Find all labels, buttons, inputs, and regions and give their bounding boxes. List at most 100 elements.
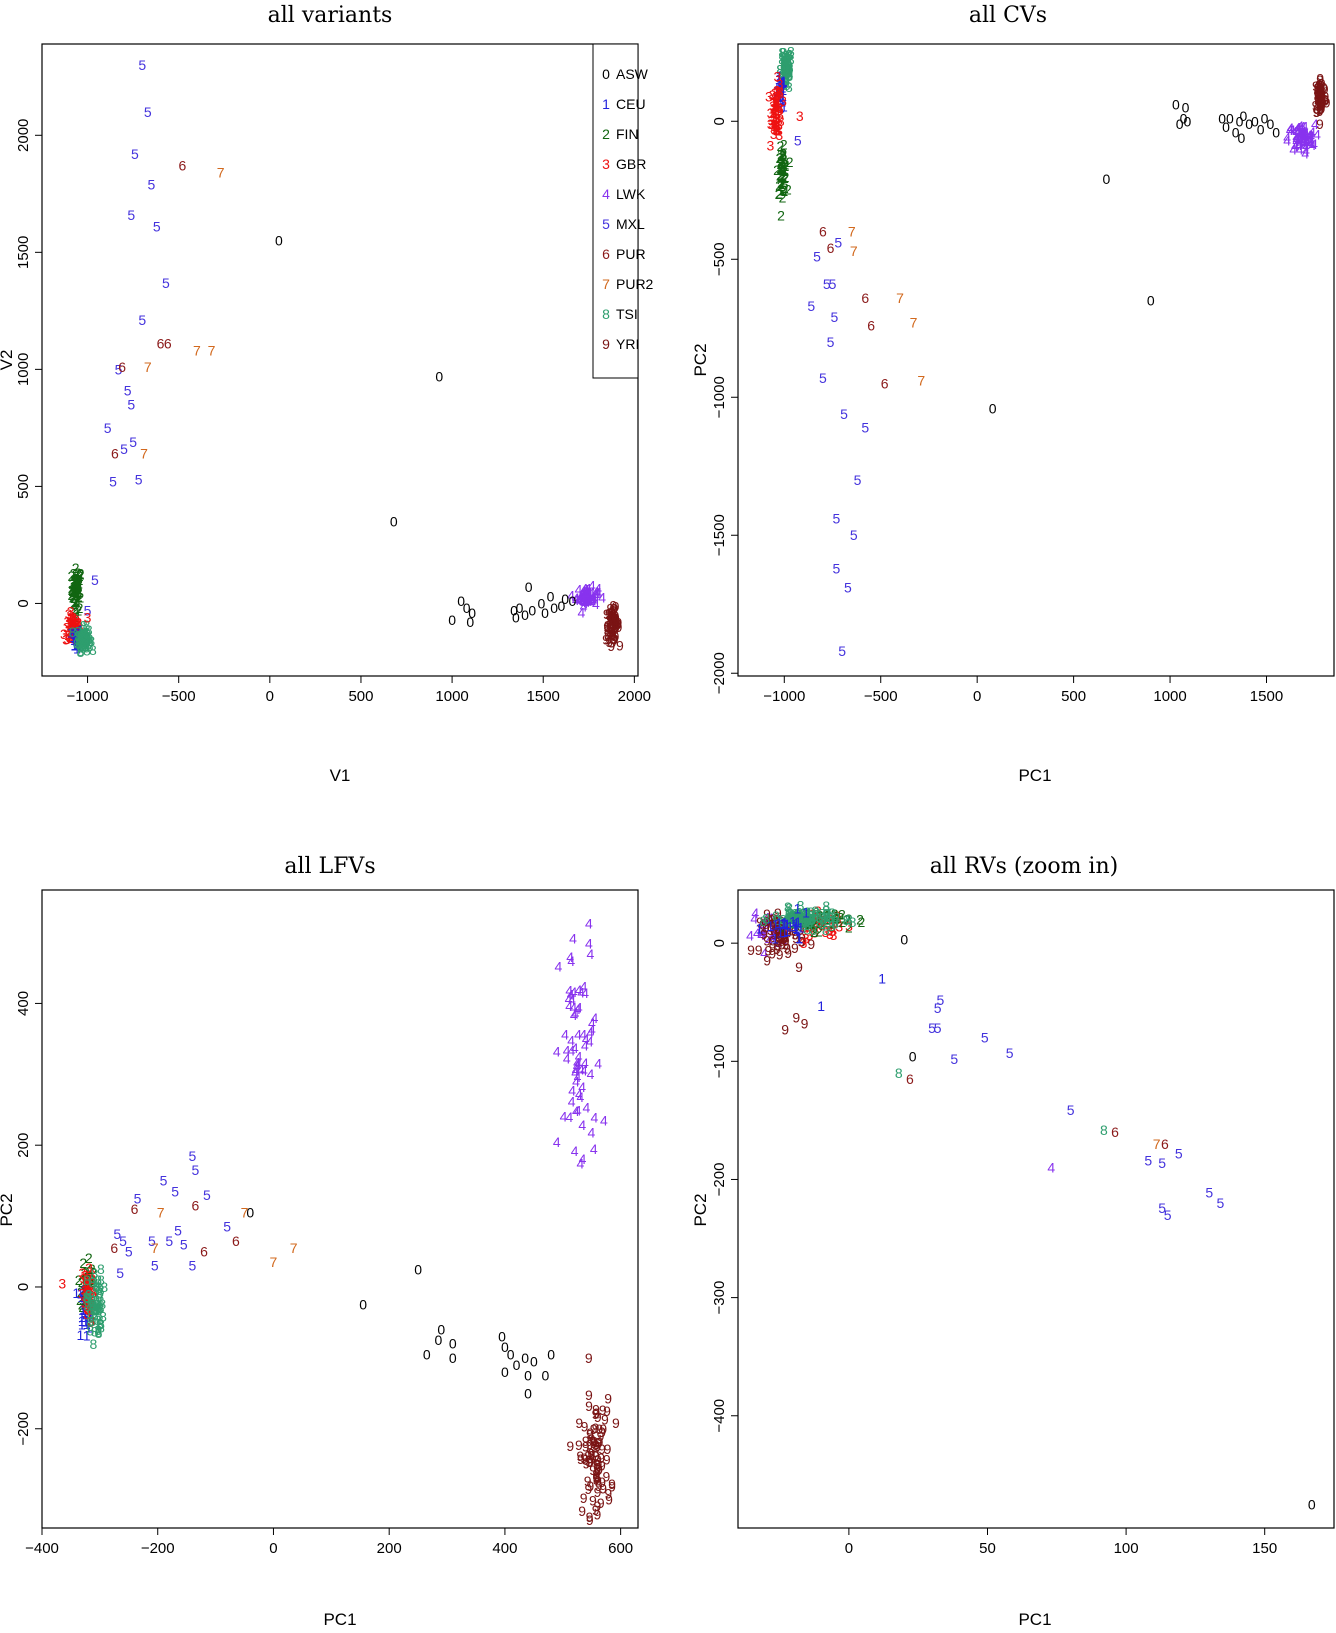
data-point: 9 — [1317, 96, 1325, 112]
data-point: 4 — [575, 999, 583, 1015]
data-point: 9 — [787, 918, 795, 934]
data-point: 8 — [80, 638, 88, 654]
x-tick-label: 1500 — [1250, 688, 1283, 705]
data-point: 9 — [763, 933, 771, 949]
data-point: 9 — [1316, 91, 1324, 107]
data-point: 3 — [767, 137, 775, 153]
data-point: 4 — [757, 927, 765, 943]
data-point: 2 — [778, 169, 786, 185]
data-point: 8 — [83, 1272, 91, 1288]
data-point: 5 — [223, 1219, 231, 1235]
data-point: 8 — [80, 628, 88, 644]
data-point: 1 — [87, 1305, 95, 1321]
legend-box — [592, 43, 639, 379]
data-point: 2 — [72, 571, 80, 587]
data-point: 3 — [803, 912, 811, 928]
data-point: 2 — [804, 910, 812, 926]
data-point: 1 — [779, 82, 787, 98]
data-point: 2 — [812, 920, 820, 936]
data-point: 9 — [613, 616, 621, 632]
data-point: 4 — [760, 945, 768, 961]
data-point: 4 — [578, 593, 586, 609]
data-point: 9 — [577, 1451, 585, 1467]
data-point: 9 — [801, 1016, 809, 1032]
data-point: 4 — [590, 590, 598, 606]
data-point: 2 — [73, 593, 81, 609]
data-point: 1 — [76, 627, 84, 643]
data-point: 3 — [773, 121, 781, 137]
data-point: 1 — [75, 625, 83, 641]
data-point: 4 — [1296, 135, 1304, 151]
data-point: 2 — [777, 167, 785, 183]
data-point: 3 — [83, 1289, 91, 1305]
data-point: 8 — [78, 629, 86, 645]
data-point: 4 — [1302, 127, 1310, 143]
data-point: 5 — [127, 396, 135, 412]
data-point: 3 — [74, 615, 82, 631]
data-point: 9 — [776, 946, 784, 962]
data-point: 8 — [782, 913, 790, 929]
data-point: 9 — [1318, 101, 1326, 117]
data-point: 3 — [776, 106, 784, 122]
data-point: 9 — [594, 1507, 602, 1523]
data-point: 0 — [1182, 99, 1190, 115]
data-point: 2 — [778, 175, 786, 191]
data-point: 4 — [583, 594, 591, 610]
data-point: 8 — [794, 914, 802, 930]
data-point: 1 — [85, 1319, 93, 1335]
data-point: 9 — [603, 621, 611, 637]
data-point: 3 — [804, 918, 812, 934]
data-point: 9 — [582, 1433, 590, 1449]
data-point: 3 — [768, 116, 776, 132]
data-point: 9 — [589, 1462, 597, 1478]
data-point: 3 — [86, 1283, 94, 1299]
data-point: 8 — [805, 909, 813, 925]
data-point: 2 — [73, 571, 81, 587]
data-point: 9 — [607, 608, 615, 624]
data-point: 8 — [804, 912, 812, 928]
data-point: 8 — [86, 638, 94, 654]
data-point: 8 — [807, 907, 815, 923]
data-point: 0 — [1308, 1496, 1316, 1512]
data-point: 2 — [775, 150, 783, 166]
data-point: 2 — [779, 168, 787, 184]
data-point: 9 — [608, 605, 616, 621]
data-point: 9 — [1314, 79, 1322, 95]
data-point: 9 — [598, 1458, 606, 1474]
data-point: 3 — [816, 915, 824, 931]
data-point: 4 — [767, 910, 775, 926]
data-point: 3 — [73, 620, 81, 636]
data-point: 4 — [560, 1109, 568, 1125]
data-point: 0 — [1176, 116, 1184, 132]
data-point: 2 — [74, 578, 82, 594]
data-point: 4 — [589, 590, 597, 606]
data-point: 4 — [1299, 128, 1307, 144]
data-point: 2 — [815, 909, 823, 925]
data-point: 5 — [129, 434, 137, 450]
data-point: 2 — [73, 580, 81, 596]
data-point: 3 — [58, 1275, 66, 1291]
x-tick-label: −500 — [162, 688, 196, 705]
data-point: 4 — [583, 593, 591, 609]
data-point: 8 — [80, 627, 88, 643]
data-point: 1 — [75, 635, 83, 651]
data-point: 8 — [780, 72, 788, 88]
data-point: 9 — [1316, 88, 1324, 104]
data-point: 4 — [591, 1010, 599, 1026]
data-point: 3 — [68, 630, 76, 646]
data-point: 9 — [779, 917, 787, 933]
data-point: 9 — [608, 611, 616, 627]
data-point: 3 — [68, 630, 76, 646]
data-point: 1 — [83, 1291, 91, 1307]
data-point: 9 — [593, 1464, 601, 1480]
data-point: 8 — [786, 47, 794, 63]
data-point: 8 — [97, 1282, 105, 1298]
data-point: 0 — [423, 1346, 431, 1362]
data-point: 4 — [553, 1044, 561, 1060]
data-point: 1 — [783, 917, 791, 933]
data-point: 8 — [87, 633, 95, 649]
data-point: 4 — [762, 916, 770, 932]
data-point: 8 — [778, 52, 786, 68]
data-point: 3 — [770, 100, 778, 116]
data-point: 9 — [770, 911, 778, 927]
